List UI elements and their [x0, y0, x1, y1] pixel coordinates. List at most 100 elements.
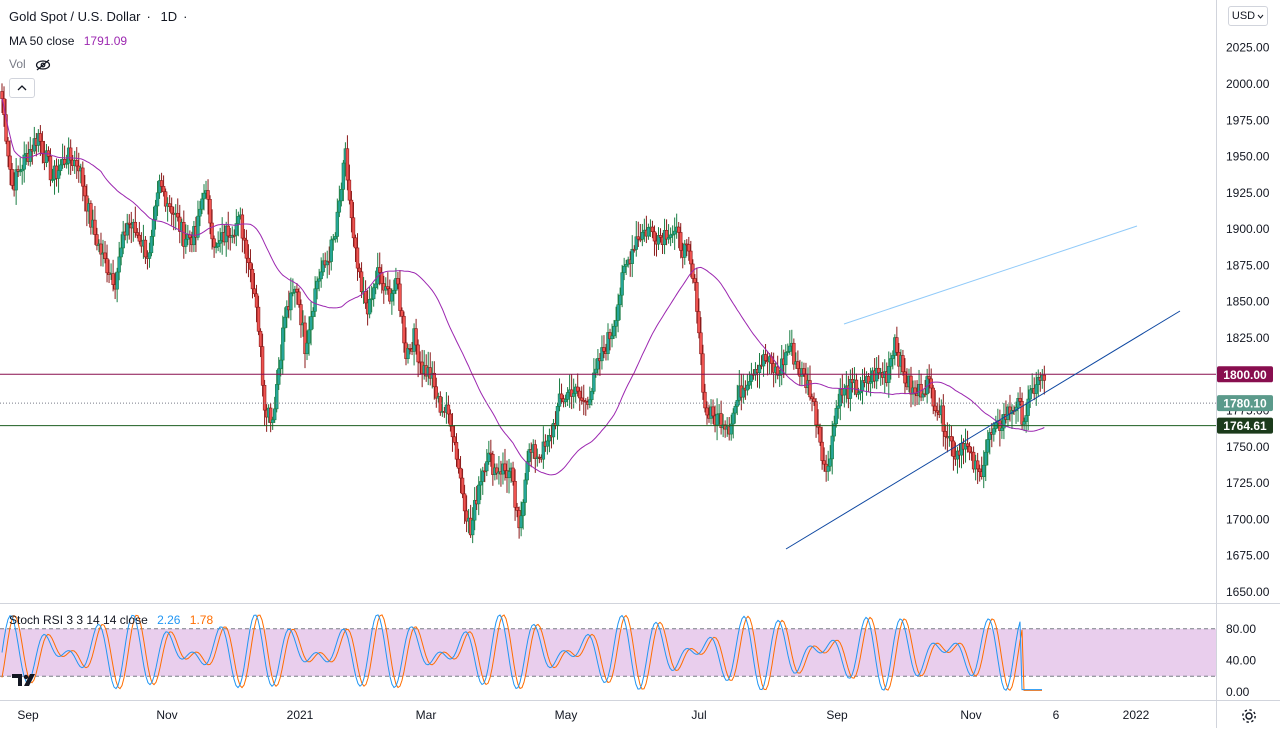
- candle: [313, 276, 317, 318]
- candle: [959, 434, 964, 469]
- candle: [909, 366, 913, 408]
- candles: [0, 83, 1047, 544]
- candle: [622, 257, 626, 281]
- candle: [452, 425, 457, 446]
- time-tick-label: 6: [1053, 708, 1060, 722]
- candle: [369, 285, 374, 313]
- candle: [250, 263, 255, 299]
- candle: [83, 174, 87, 212]
- candle: [858, 376, 863, 401]
- candle: [321, 253, 325, 276]
- candle: [699, 317, 703, 366]
- candle: [254, 284, 259, 323]
- candle: [161, 175, 166, 197]
- candle: [1018, 386, 1022, 406]
- candle: [176, 198, 180, 222]
- candle: [630, 235, 634, 278]
- candle: [503, 448, 507, 481]
- time-tick-label: Nov: [960, 708, 981, 722]
- ma-value: 1791.09: [83, 34, 128, 48]
- ma-legend[interactable]: MA 50 close 1791.09: [9, 34, 133, 48]
- candle: [943, 424, 948, 450]
- candle: [479, 468, 483, 500]
- candle: [602, 335, 606, 359]
- candle: [830, 420, 834, 475]
- candle: [428, 352, 432, 386]
- candle: [951, 436, 956, 471]
- candle: [319, 257, 323, 288]
- stoch-legend[interactable]: Stoch RSI 3 3 14 14 close 2.26 1.78: [9, 613, 219, 627]
- time-tick-label: Jul: [691, 708, 706, 722]
- candle: [563, 394, 568, 408]
- candle: [50, 168, 55, 183]
- candle: [297, 287, 301, 308]
- ma-label: MA 50 close: [9, 34, 75, 48]
- candle: [472, 487, 477, 531]
- candle: [325, 250, 329, 279]
- candle: [715, 398, 719, 441]
- candle: [569, 374, 574, 410]
- candle: [236, 211, 241, 237]
- candle: [828, 445, 832, 472]
- candle: [487, 440, 491, 465]
- candle: [1022, 417, 1026, 432]
- settings-gear-icon[interactable]: [1240, 707, 1258, 725]
- candle: [784, 344, 788, 374]
- candle: [670, 225, 675, 244]
- eye-hidden-icon[interactable]: [35, 59, 51, 71]
- svg-text:1764.61: 1764.61: [1223, 419, 1267, 433]
- candle: [438, 391, 443, 416]
- currency-select[interactable]: USD: [1228, 6, 1268, 26]
- stoch-d-value: 1.78: [189, 613, 214, 627]
- candle: [703, 383, 707, 413]
- candle: [353, 234, 358, 263]
- stoch-band-fill: [0, 628, 1216, 677]
- candle: [525, 450, 529, 485]
- candle: [143, 236, 148, 265]
- candle: [986, 429, 990, 466]
- candle: [115, 267, 119, 303]
- collapse-legend-button[interactable]: [9, 78, 35, 98]
- candle: [683, 239, 687, 265]
- candle: [614, 306, 618, 339]
- candle: [155, 181, 160, 216]
- candle: [153, 199, 158, 230]
- price-tick-label: 1675.00: [1226, 549, 1270, 563]
- candle: [555, 402, 560, 440]
- candle: [111, 259, 115, 292]
- candle: [234, 209, 239, 247]
- stoch-k-line: [1, 614, 1042, 692]
- price-tick-label: 1725.00: [1226, 476, 1270, 490]
- candle: [371, 283, 376, 307]
- stoch-lines: [1, 614, 1042, 692]
- candle: [464, 495, 469, 533]
- candle: [390, 288, 394, 315]
- candle: [258, 328, 263, 358]
- candle: [378, 252, 382, 286]
- candle: [159, 172, 164, 193]
- price-tick-label: 1975.00: [1226, 113, 1270, 127]
- symbol-name[interactable]: Gold Spot / U.S. Dollar: [9, 9, 141, 24]
- time-tick-label: May: [555, 708, 578, 722]
- last-price-label: 1780.10: [1217, 395, 1273, 412]
- candle: [612, 319, 616, 340]
- candle: [521, 499, 525, 530]
- interval-label[interactable]: 1D: [160, 9, 178, 24]
- currency-value: USD: [1231, 10, 1256, 22]
- candle: [836, 393, 840, 419]
- candle: [58, 159, 63, 176]
- candle: [557, 378, 562, 412]
- candle: [357, 263, 362, 278]
- candle: [232, 229, 236, 244]
- chevron-down-icon: [1257, 14, 1264, 19]
- stoch-band: [0, 628, 1216, 677]
- candle: [788, 330, 792, 355]
- ma50-line: [1, 98, 1045, 476]
- tradingview-logo[interactable]: [10, 670, 38, 690]
- price-tick-label: 1700.00: [1226, 512, 1270, 526]
- drawings: [0, 225, 1216, 550]
- vol-legend[interactable]: Vol: [9, 57, 51, 71]
- candle: [606, 323, 610, 361]
